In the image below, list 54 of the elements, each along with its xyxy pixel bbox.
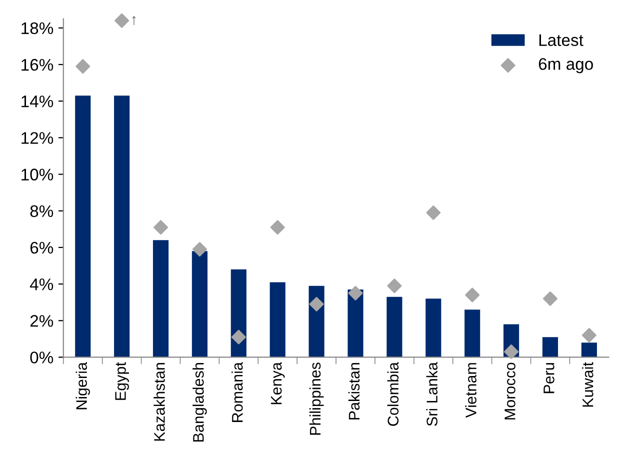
bar bbox=[386, 296, 402, 358]
y-tick-label: 18% bbox=[22, 22, 54, 34]
bar bbox=[75, 96, 91, 358]
point bbox=[582, 328, 596, 343]
point bbox=[504, 344, 519, 359]
bar bbox=[152, 240, 169, 358]
x-tick-label: Nigeria bbox=[76, 362, 90, 410]
point bbox=[426, 205, 441, 220]
legend-label: Latest bbox=[539, 34, 584, 46]
y-tick-label: 14% bbox=[22, 96, 54, 108]
x-tick-label: Colombia bbox=[387, 362, 399, 426]
x-tick-label: Egypt bbox=[115, 362, 129, 400]
x-tick-label: Morocco bbox=[504, 362, 516, 420]
point bbox=[153, 220, 168, 235]
point bbox=[465, 288, 480, 302]
bar bbox=[192, 251, 208, 358]
y-tick-label: 8% bbox=[30, 205, 54, 218]
x-tick-label: Sri Lanka bbox=[426, 362, 438, 426]
x-tick-label: Kuwait bbox=[582, 362, 594, 407]
y-tick-label: 12% bbox=[22, 132, 54, 144]
annotation: ↑ bbox=[132, 16, 136, 26]
y-tick-label: 6% bbox=[30, 242, 54, 254]
point bbox=[76, 59, 90, 74]
x-tick-label: Pakistan bbox=[348, 363, 360, 420]
bar bbox=[542, 337, 558, 358]
y-tick-label: 4% bbox=[30, 278, 54, 290]
bar bbox=[581, 342, 597, 358]
point bbox=[114, 13, 130, 28]
bar bbox=[464, 310, 480, 358]
bar bbox=[114, 96, 130, 358]
point bbox=[192, 242, 207, 257]
bar bbox=[348, 290, 364, 358]
y-tick-label: 10% bbox=[22, 168, 54, 180]
x-tick-label: Vietnam bbox=[465, 363, 476, 418]
point bbox=[231, 330, 246, 344]
bar bbox=[308, 286, 324, 358]
x-tick-label: Philippines bbox=[309, 362, 324, 435]
point bbox=[309, 296, 324, 312]
bar bbox=[270, 282, 286, 358]
point bbox=[270, 220, 285, 235]
y-tick-label: 16% bbox=[22, 58, 54, 71]
legend-label: 6m ago bbox=[538, 58, 593, 74]
bar bbox=[230, 269, 246, 358]
point bbox=[387, 278, 402, 294]
point bbox=[348, 286, 363, 300]
x-tick-label: Kazakhstan bbox=[154, 363, 165, 441]
y-tick-label: 0% bbox=[30, 352, 54, 364]
bar bbox=[426, 298, 442, 358]
point bbox=[542, 291, 558, 306]
x-tick-label: Romania bbox=[232, 362, 243, 422]
y-tick-label: 2% bbox=[30, 315, 54, 327]
x-tick-label: Bangladesh bbox=[192, 363, 207, 442]
x-tick-label: Peru bbox=[544, 363, 554, 394]
x-tick-label: Kenya bbox=[271, 362, 285, 404]
